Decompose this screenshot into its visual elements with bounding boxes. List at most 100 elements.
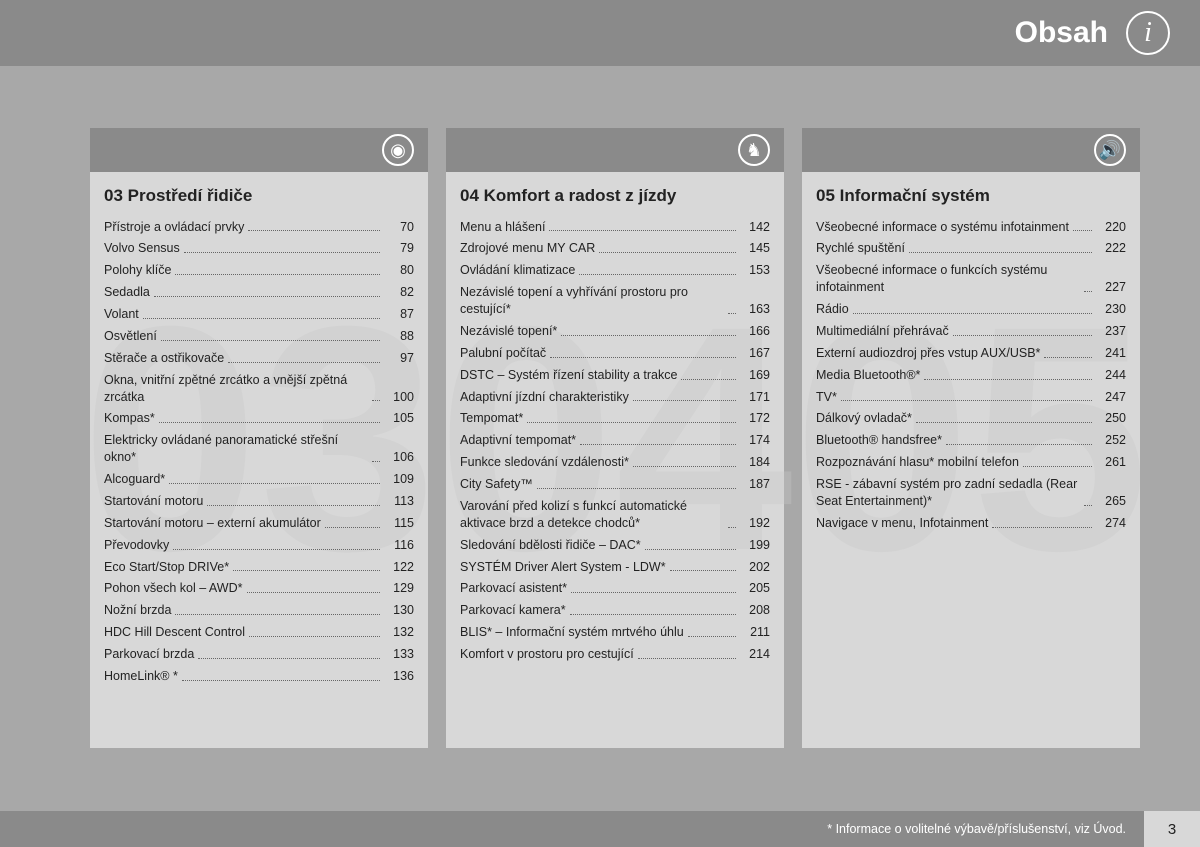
toc-entry-label: Sedadla — [104, 284, 150, 301]
toc-entry[interactable]: Dálkový ovladač* 250 — [816, 408, 1126, 430]
toc-entry[interactable]: Sedadla82 — [104, 282, 414, 304]
toc-entry[interactable]: Multimediální přehrávač237 — [816, 320, 1126, 342]
toc-entry-label: Nožní brzda — [104, 602, 171, 619]
toc-entry-leader — [247, 592, 381, 593]
toc-entry[interactable]: Sledování bdělosti řidiče – DAC*199 — [460, 534, 770, 556]
toc-entry[interactable]: Převodovky116 — [104, 534, 414, 556]
toc-entry[interactable]: Externí audiozdroj přes vstup AUX/USB*24… — [816, 342, 1126, 364]
toc-entry[interactable]: BLIS* – Informační systém mrtvého úhlu21… — [460, 622, 770, 644]
toc-entry-page: 227 — [1096, 279, 1126, 296]
toc-entry-page: 136 — [384, 668, 414, 685]
toc-entry[interactable]: Startování motoru – externí akumulátor11… — [104, 512, 414, 534]
toc-entry[interactable]: Bluetooth® handsfree*252 — [816, 430, 1126, 452]
toc-entry-label: Parkovací asistent* — [460, 580, 567, 597]
toc-entry-label: Osvětlení — [104, 328, 157, 345]
toc-entry[interactable]: Navigace v menu, Infotainment274 — [816, 512, 1126, 534]
toc-columns: ◉03 Prostředí řidičePřístroje a ovládací… — [90, 128, 1140, 748]
toc-entry-page: 133 — [384, 646, 414, 663]
toc-entry-page: 205 — [740, 580, 770, 597]
toc-entry-label: HDC Hill Descent Control — [104, 624, 245, 641]
toc-entry-page: 70 — [384, 219, 414, 236]
toc-entry[interactable]: Volant87 — [104, 304, 414, 326]
toc-entry-leader — [853, 313, 1092, 314]
toc-entry[interactable]: Adaptivní tempomat*174 — [460, 430, 770, 452]
toc-entry[interactable]: City Safety™187 — [460, 474, 770, 496]
toc-entry[interactable]: Tempomat*172 — [460, 408, 770, 430]
toc-entry-page: 247 — [1096, 389, 1126, 406]
toc-entry[interactable]: Komfort v prostoru pro cestující214 — [460, 644, 770, 666]
toc-entry[interactable]: Menu a hlášení142 — [460, 216, 770, 238]
toc-entry[interactable]: Eco Start/Stop DRIVe*122 — [104, 556, 414, 578]
toc-entry-page: 250 — [1096, 410, 1126, 427]
column-title: 05 Informační systém — [816, 186, 1126, 206]
toc-entry-leader — [992, 527, 1092, 528]
toc-entry[interactable]: TV*247 — [816, 386, 1126, 408]
toc-entry-page: 265 — [1096, 493, 1126, 510]
toc-entry-label: Elektricky ovládané panoramatické střešn… — [104, 432, 368, 466]
page-header: Obsah i — [0, 0, 1200, 66]
toc-entry-page: 241 — [1096, 345, 1126, 362]
toc-entry-leader — [207, 505, 380, 506]
toc-entry[interactable]: Pohon všech kol – AWD*129 — [104, 578, 414, 600]
toc-entry-label: Nezávislé topení* — [460, 323, 557, 340]
page-title: Obsah — [1015, 16, 1108, 50]
toc-entry-label: Bluetooth® handsfree* — [816, 432, 942, 449]
toc-entry[interactable]: Přístroje a ovládací prvky70 — [104, 216, 414, 238]
footer-note: * Informace o volitelné výbavě/příslušen… — [0, 811, 1144, 847]
toc-entry[interactable]: Parkovací asistent* 205 — [460, 578, 770, 600]
toc-entry[interactable]: Kompas*105 — [104, 408, 414, 430]
toc-entry-leader — [579, 274, 736, 275]
toc-entry[interactable]: HomeLink® *136 — [104, 665, 414, 687]
toc-entry-leader — [633, 466, 736, 467]
toc-entry-page: 109 — [384, 471, 414, 488]
toc-entry-label: Rozpoznávání hlasu* mobilní telefon — [816, 454, 1019, 471]
toc-entry-label: Všeobecné informace o systému infotainme… — [816, 219, 1069, 236]
toc-entry-leader — [161, 340, 380, 341]
toc-entry[interactable]: Parkovací kamera*208 — [460, 600, 770, 622]
toc-entry[interactable]: Volvo Sensus79 — [104, 238, 414, 260]
toc-entry-leader — [1084, 505, 1092, 506]
toc-entry-page: 174 — [740, 432, 770, 449]
toc-entry[interactable]: Elektricky ovládané panoramatické střešn… — [104, 430, 414, 469]
toc-entry[interactable]: Všeobecné informace o systému infotainme… — [816, 216, 1126, 238]
toc-entry-leader — [248, 230, 380, 231]
toc-entry[interactable]: Stěrače a ostřikovače97 — [104, 347, 414, 369]
toc-list: Menu a hlášení142Zdrojové menu MY CAR145… — [460, 216, 770, 665]
toc-entry[interactable]: Rozpoznávání hlasu* mobilní telefon261 — [816, 452, 1126, 474]
toc-entry-leader — [728, 313, 736, 314]
toc-entry[interactable]: Rychlé spuštění222 — [816, 238, 1126, 260]
toc-entry-leader — [681, 379, 736, 380]
toc-entry[interactable]: Rádio230 — [816, 299, 1126, 321]
toc-entry[interactable]: DSTC – Systém řízení stability a trakce1… — [460, 364, 770, 386]
toc-entry[interactable]: Alcoguard*109 — [104, 469, 414, 491]
toc-entry[interactable]: Media Bluetooth®*244 — [816, 364, 1126, 386]
toc-entry-label: Dálkový ovladač* — [816, 410, 912, 427]
toc-entry-leader — [154, 296, 380, 297]
toc-entry[interactable]: Startování motoru113 — [104, 490, 414, 512]
toc-entry[interactable]: Nezávislé topení a vyhřívání prostoru pr… — [460, 282, 770, 321]
toc-entry[interactable]: Ovládání klimatizace153 — [460, 260, 770, 282]
toc-entry-label: Kompas* — [104, 410, 155, 427]
toc-entry[interactable]: Palubní počítač167 — [460, 342, 770, 364]
toc-entry[interactable]: Parkovací brzda133 — [104, 644, 414, 666]
toc-entry[interactable]: Polohy klíče80 — [104, 260, 414, 282]
toc-entry[interactable]: Okna, vnitřní zpětné zrcátko a vnější zp… — [104, 369, 414, 408]
toc-entry-leader — [550, 357, 736, 358]
toc-entry[interactable]: Nožní brzda130 — [104, 600, 414, 622]
toc-entry[interactable]: Osvětlení88 — [104, 325, 414, 347]
toc-entry[interactable]: HDC Hill Descent Control132 — [104, 622, 414, 644]
toc-entry[interactable]: Zdrojové menu MY CAR145 — [460, 238, 770, 260]
toc-entry-page: 199 — [740, 537, 770, 554]
toc-entry[interactable]: Adaptivní jízdní charakteristiky171 — [460, 386, 770, 408]
toc-entry[interactable]: Varování před kolizí s funkcí automatick… — [460, 495, 770, 534]
toc-entry-leader — [549, 230, 736, 231]
toc-entry-leader — [645, 549, 736, 550]
toc-entry[interactable]: Nezávislé topení*166 — [460, 320, 770, 342]
toc-entry-page: 142 — [740, 219, 770, 236]
toc-entry-label: Okna, vnitřní zpětné zrcátko a vnější zp… — [104, 372, 368, 406]
toc-entry[interactable]: SYSTÉM Driver Alert System - LDW*202 — [460, 556, 770, 578]
toc-entry[interactable]: Všeobecné informace o funkcích systému i… — [816, 260, 1126, 299]
column-icon-bar: ♞ — [446, 128, 784, 172]
toc-entry[interactable]: Funkce sledování vzdálenosti*184 — [460, 452, 770, 474]
toc-entry[interactable]: RSE - zábavní systém pro zadní sedadla (… — [816, 474, 1126, 513]
